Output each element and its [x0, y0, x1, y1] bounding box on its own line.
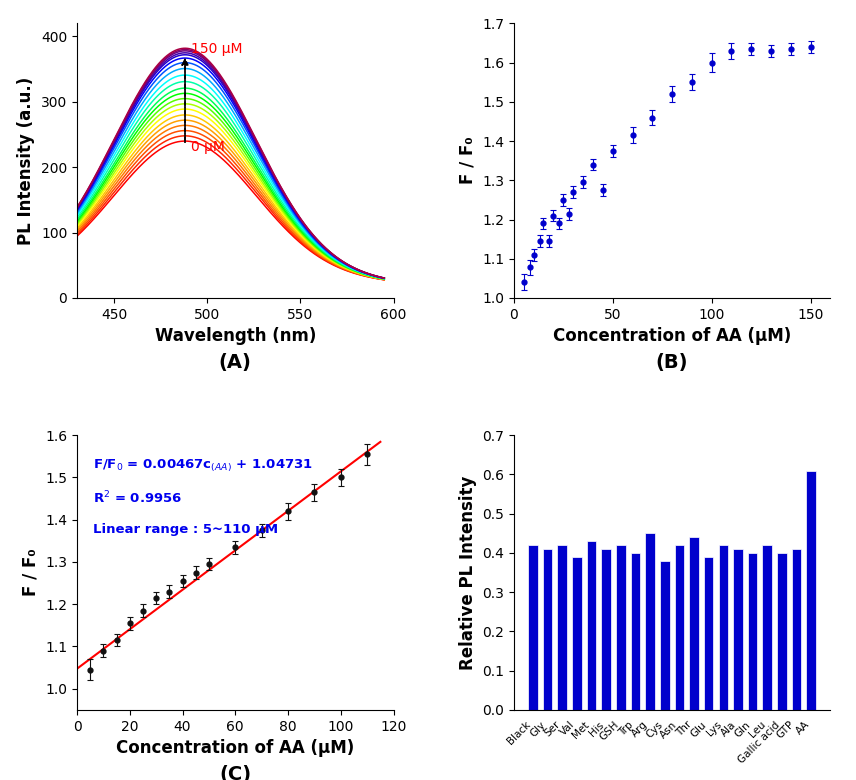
Bar: [806, 470, 816, 710]
Text: R$^2$ = 0.9956: R$^2$ = 0.9956: [92, 490, 182, 507]
Bar: [528, 545, 538, 710]
Bar: [660, 561, 669, 710]
Text: F/F$_0$ = 0.00467c$_{(AA)}$ + 1.04731: F/F$_0$ = 0.00467c$_{(AA)}$ + 1.04731: [92, 457, 312, 473]
Bar: [586, 541, 597, 710]
X-axis label: Concentration of AA (μM): Concentration of AA (μM): [116, 739, 354, 757]
Y-axis label: Relative PL Intensity: Relative PL Intensity: [459, 475, 477, 670]
Y-axis label: F / F₀: F / F₀: [459, 136, 477, 185]
Bar: [616, 545, 626, 710]
X-axis label: Wavelength (nm): Wavelength (nm): [155, 328, 316, 346]
Bar: [631, 553, 640, 710]
Text: 150 μM: 150 μM: [191, 42, 242, 56]
Bar: [718, 545, 728, 710]
Text: (B): (B): [656, 353, 688, 372]
X-axis label: Concentration of AA (μM): Concentration of AA (μM): [553, 328, 791, 346]
Y-axis label: PL Intensity (a.u.): PL Intensity (a.u.): [17, 76, 35, 245]
Bar: [704, 557, 713, 710]
Bar: [543, 549, 552, 710]
Bar: [689, 537, 698, 710]
Bar: [777, 553, 787, 710]
Text: 0 μM: 0 μM: [191, 140, 224, 154]
Bar: [602, 549, 611, 710]
Bar: [734, 549, 743, 710]
Bar: [675, 545, 684, 710]
Bar: [645, 534, 655, 710]
Text: Linear range : 5~110 μM: Linear range : 5~110 μM: [92, 523, 278, 536]
Text: (C): (C): [219, 764, 252, 780]
Bar: [748, 553, 758, 710]
Bar: [763, 545, 772, 710]
Y-axis label: F / F₀: F / F₀: [21, 548, 39, 597]
Bar: [792, 549, 801, 710]
Bar: [557, 545, 567, 710]
Text: (A): (A): [219, 353, 252, 372]
Bar: [572, 557, 581, 710]
